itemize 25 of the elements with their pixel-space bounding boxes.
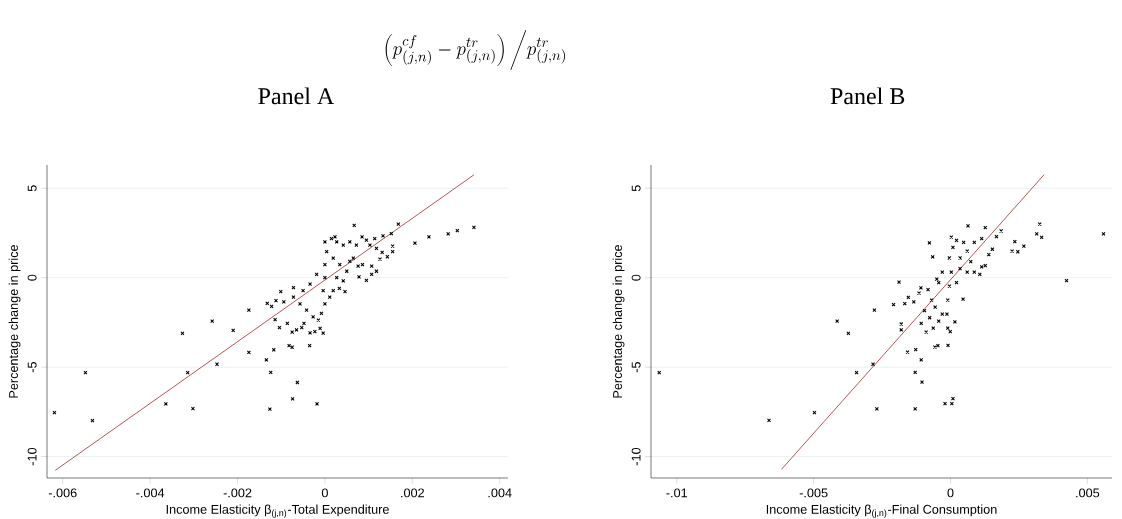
- y-tick-label: -5: [631, 362, 641, 373]
- x-axis-title: Income Elasticity β$_{(j,n)}$-Final Consumption: [766, 504, 997, 518]
- y-tick-label: 5: [27, 185, 37, 192]
- x-tick-label: -.006: [48, 488, 77, 498]
- x-tick-label: 0: [321, 488, 328, 498]
- y-tick-label: -5: [27, 362, 37, 373]
- chart-title: Panel B: [830, 87, 905, 105]
- x-tick-label: -.002: [223, 488, 252, 498]
- x-axis-title: Income Elasticity β$_{(j,n)}$-Total Expenditure: [166, 504, 389, 518]
- x-tick-label: -.004: [136, 488, 165, 498]
- x-tick-label: -.005: [799, 488, 828, 498]
- x-tick-label: .004: [488, 488, 512, 498]
- y-tick-label: 0: [631, 274, 641, 281]
- y-tick-label: 5: [631, 185, 641, 192]
- x-tick-label: .005: [1076, 488, 1100, 498]
- x-tick-label: 0: [947, 488, 954, 498]
- y-axis-title: Percentage change in price: [8, 244, 21, 398]
- y-axis-title: Percentage change in price: [612, 244, 625, 398]
- y-tick-label: -10: [631, 447, 641, 466]
- x-tick-label: .002: [401, 488, 425, 498]
- chart-title: Panel A: [258, 87, 335, 105]
- y-tick-label: -10: [27, 447, 37, 466]
- text: $\left(p^{cf}_{(j,n)}-p^{tr}_{(j,n)}\right)\Bigg/p^{tr}_{(j,n)}$: [385, 29, 566, 71]
- x-tick-label: -.01: [666, 488, 688, 498]
- y-tick-label: 0: [27, 274, 37, 281]
